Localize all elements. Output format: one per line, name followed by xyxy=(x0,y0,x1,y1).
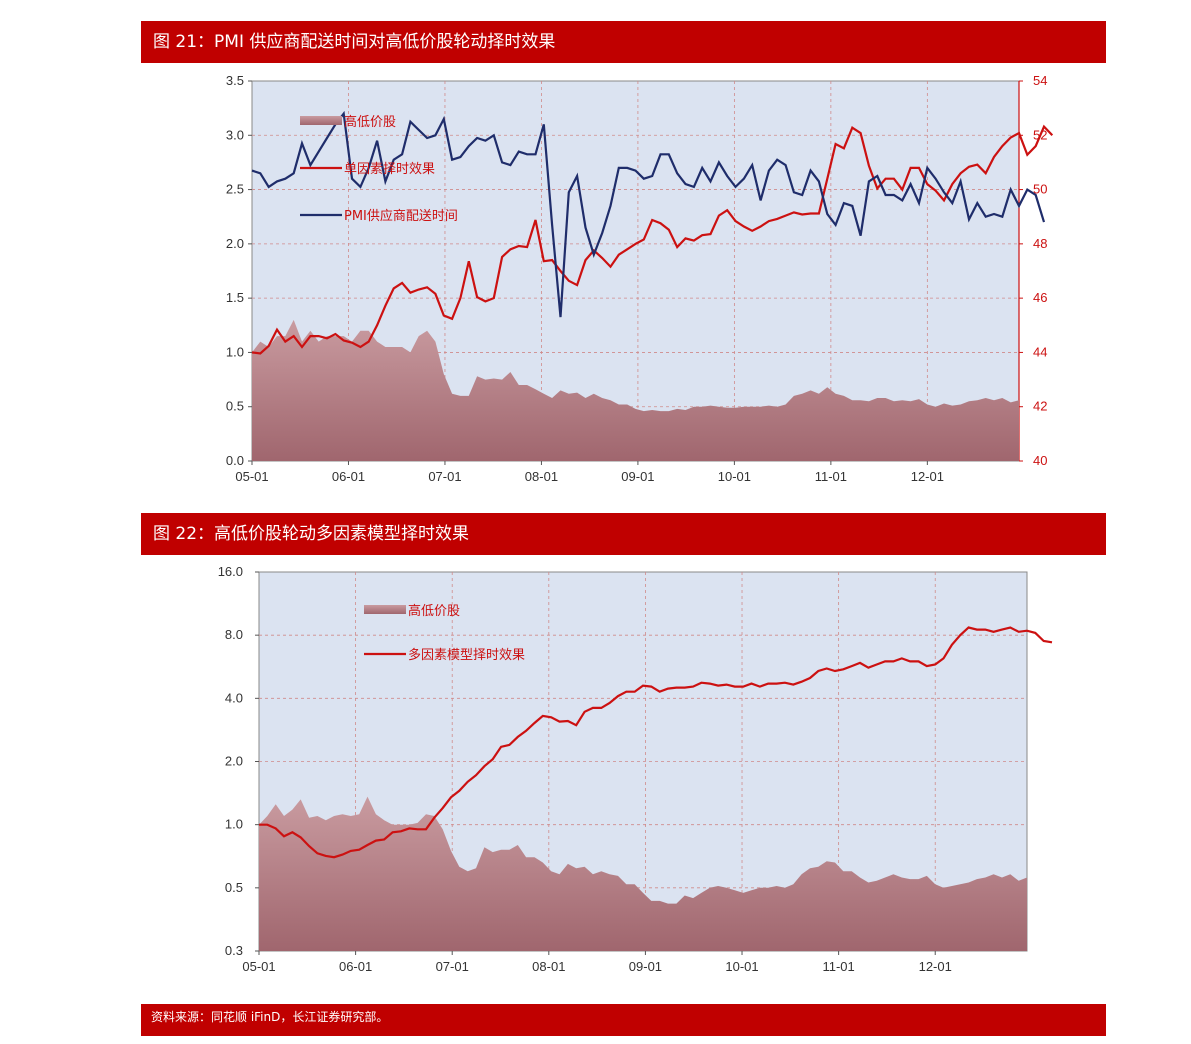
chart2-x-tick-label: 09-01 xyxy=(629,959,662,974)
chart1-x-tick-label: 11-01 xyxy=(815,469,847,484)
chart1-svg: 0.00.51.01.52.02.53.03.54042444648505254… xyxy=(226,73,1054,484)
chart2-y-tick-label: 2.0 xyxy=(225,754,243,769)
chart1-left-tick-label: 0.5 xyxy=(226,399,244,414)
chart1-legend-area-swatch xyxy=(300,116,342,125)
chart2-y-tick-label: 0.3 xyxy=(225,943,243,958)
chart2-y-tick-label: 4.0 xyxy=(225,690,243,705)
chart1-area-high-low-price xyxy=(252,319,1019,461)
chart2-y-tick-label: 8.0 xyxy=(225,627,243,642)
chart1-right-tick-label: 40 xyxy=(1033,453,1047,468)
chart2-x-tick-label: 07-01 xyxy=(436,959,469,974)
chart1-legend-blue-label: PMI供应商配送时间 xyxy=(344,208,458,224)
chart1-x-tick-label: 10-01 xyxy=(718,469,751,484)
chart2-svg: 16.0 8.0 4.0 2.0 1.0 0.5 0.305-01 06-01 07-01 08-… xyxy=(218,564,1053,974)
figure1-title: 图 21：PMI 供应商配送时间对高低价股轮动择时效果 xyxy=(153,32,556,52)
chart1-left-tick-label: 3.5 xyxy=(226,73,244,88)
chart2-y-tick-label: 0.5 xyxy=(225,880,243,895)
chart2-x-tick-label: 08-01 xyxy=(532,959,565,974)
chart2-line-multi-factor xyxy=(259,626,1053,859)
chart2-x-tick-label: 11-01 xyxy=(822,959,854,974)
chart1-x-tick-label: 05-01 xyxy=(235,469,268,484)
chart2-area-high-low-price xyxy=(259,796,1027,951)
chart2-x-tick-label: 05-01 xyxy=(242,959,275,974)
chart2-y-tick-label: 1.0 xyxy=(225,817,243,832)
chart2-x-tick-label: 10-01 xyxy=(725,959,758,974)
chart1-line-pmi xyxy=(251,110,1046,318)
chart1-left-tick-label: 3.0 xyxy=(226,127,244,142)
chart1-left-tick-label: 1.5 xyxy=(226,290,244,305)
chart2-x-tick-label: 12-01 xyxy=(919,959,952,974)
chart1-legend-red-label: 单因素择时效果 xyxy=(344,162,435,177)
chart1-x-tick-label: 09-01 xyxy=(621,469,654,484)
chart1-line-single-factor xyxy=(251,124,1054,355)
chart1-x-tick-label: 06-01 xyxy=(332,469,365,484)
chart2-legend-area-label: 高低价股 xyxy=(408,603,460,619)
chart1-left-tick-label: 2.5 xyxy=(226,182,244,197)
source-note: 资料来源：同花顺 iFinD，长江证券研究部。 xyxy=(151,1010,389,1024)
chart1-x-tick-label: 12-01 xyxy=(911,469,944,484)
chart1-left-tick-label: 2.0 xyxy=(226,236,244,251)
chart1-left-tick-label: 1.0 xyxy=(226,344,244,359)
source-note-bar: 资料来源：同花顺 iFinD，长江证券研究部。 xyxy=(141,1004,1106,1036)
chart1-right-tick-label: 50 xyxy=(1033,182,1047,197)
chart2-legend-area-swatch xyxy=(364,605,406,614)
chart1-right-tick-label: 46 xyxy=(1033,290,1047,305)
chart2-legend-red-label: 多因素模型择时效果 xyxy=(408,647,525,663)
figure1-title-banner: 图 21：PMI 供应商配送时间对高低价股轮动择时效果 xyxy=(141,21,1106,63)
chart1-x-tick-label: 08-01 xyxy=(525,469,558,484)
chart1-right-tick-label: 42 xyxy=(1033,399,1047,414)
chart1-left-tick-label: 0.0 xyxy=(226,453,244,468)
figure2-title: 图 22：高低价股轮动多因素模型择时效果 xyxy=(153,524,470,544)
figure2-title-banner: 图 22：高低价股轮动多因素模型择时效果 xyxy=(141,513,1106,555)
chart1-x-tick-label: 07-01 xyxy=(428,469,461,484)
chart1-legend-area-label: 高低价股 xyxy=(344,114,396,130)
chart1-right-tick-label: 44 xyxy=(1033,344,1047,359)
chart2-y-tick-label: 16.0 xyxy=(218,564,243,579)
chart1-right-tick-label: 54 xyxy=(1033,73,1047,88)
chart2-x-tick-label: 06-01 xyxy=(339,959,372,974)
chart1-right-tick-label: 48 xyxy=(1033,236,1047,251)
